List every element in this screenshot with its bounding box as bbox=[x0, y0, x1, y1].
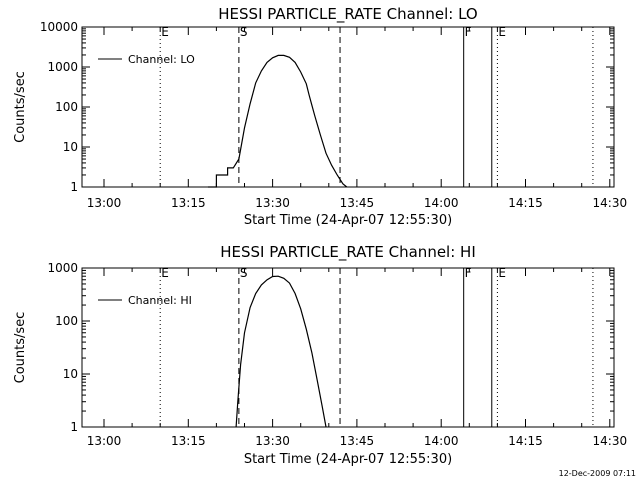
marker-label: S bbox=[240, 25, 248, 39]
x-tick-label: 13:15 bbox=[171, 196, 206, 210]
y-tick-label: 100 bbox=[55, 314, 78, 328]
legend-label: Channel: HI bbox=[128, 294, 192, 307]
x-tick-label: 13:00 bbox=[87, 434, 122, 448]
x-tick-label: 13:45 bbox=[340, 434, 375, 448]
y-tick-label: 10 bbox=[63, 140, 78, 154]
y-axis-label: Counts/sec bbox=[13, 312, 28, 384]
x-tick-label: 14:30 bbox=[593, 196, 628, 210]
y-tick-label: 100 bbox=[55, 100, 78, 114]
x-axis-label: Start Time (24-Apr-07 12:55:30) bbox=[244, 213, 452, 228]
x-tick-label: 14:15 bbox=[508, 196, 543, 210]
y-axis-label: Counts/sec bbox=[13, 71, 28, 143]
x-tick-label: 13:30 bbox=[255, 196, 290, 210]
x-tick-label: 14:00 bbox=[424, 434, 459, 448]
y-tick-label: 1000 bbox=[47, 261, 78, 275]
y-tick-label: 1 bbox=[70, 180, 78, 194]
y-tick-label: 1 bbox=[70, 420, 78, 434]
chart-panel-hi: HESSI PARTICLE_RATE Channel: HI 1 10 100 100… bbox=[13, 243, 627, 467]
y-tick-label: 10 bbox=[63, 367, 78, 381]
y-tick-label: 1000 bbox=[47, 60, 78, 74]
chart-panel-lo: HESSI PARTICLE_RATE Channel: LO 1 10 100 100… bbox=[13, 5, 627, 228]
marker-label: E bbox=[161, 266, 169, 280]
x-tick-label: 14:15 bbox=[508, 434, 543, 448]
footer-timestamp: 12-Dec-2009 07:11 bbox=[559, 469, 636, 478]
chart-title: HESSI PARTICLE_RATE Channel: HI bbox=[220, 243, 476, 262]
chart-title: HESSI PARTICLE_RATE Channel: LO bbox=[218, 5, 477, 24]
marker-label: F bbox=[465, 266, 472, 280]
x-tick-label: 13:15 bbox=[171, 434, 206, 448]
x-tick-label: 14:00 bbox=[424, 196, 459, 210]
marker-label: S bbox=[240, 266, 248, 280]
marker-label: F bbox=[465, 25, 472, 39]
x-tick-label: 13:00 bbox=[87, 196, 122, 210]
x-tick-label: 13:45 bbox=[340, 196, 375, 210]
marker-label: E bbox=[498, 25, 506, 39]
plot-frame bbox=[81, 267, 615, 428]
x-tick-label: 14:30 bbox=[593, 434, 628, 448]
y-tick-label: 10000 bbox=[40, 20, 78, 34]
series-line bbox=[208, 54, 348, 188]
legend-label: Channel: LO bbox=[128, 53, 195, 66]
plot-frame bbox=[81, 26, 615, 188]
x-tick-label: 13:30 bbox=[255, 434, 290, 448]
marker-label: E bbox=[498, 266, 506, 280]
x-axis-label: Start Time (24-Apr-07 12:55:30) bbox=[244, 452, 452, 467]
series-line bbox=[235, 275, 327, 428]
marker-label: E bbox=[161, 25, 169, 39]
